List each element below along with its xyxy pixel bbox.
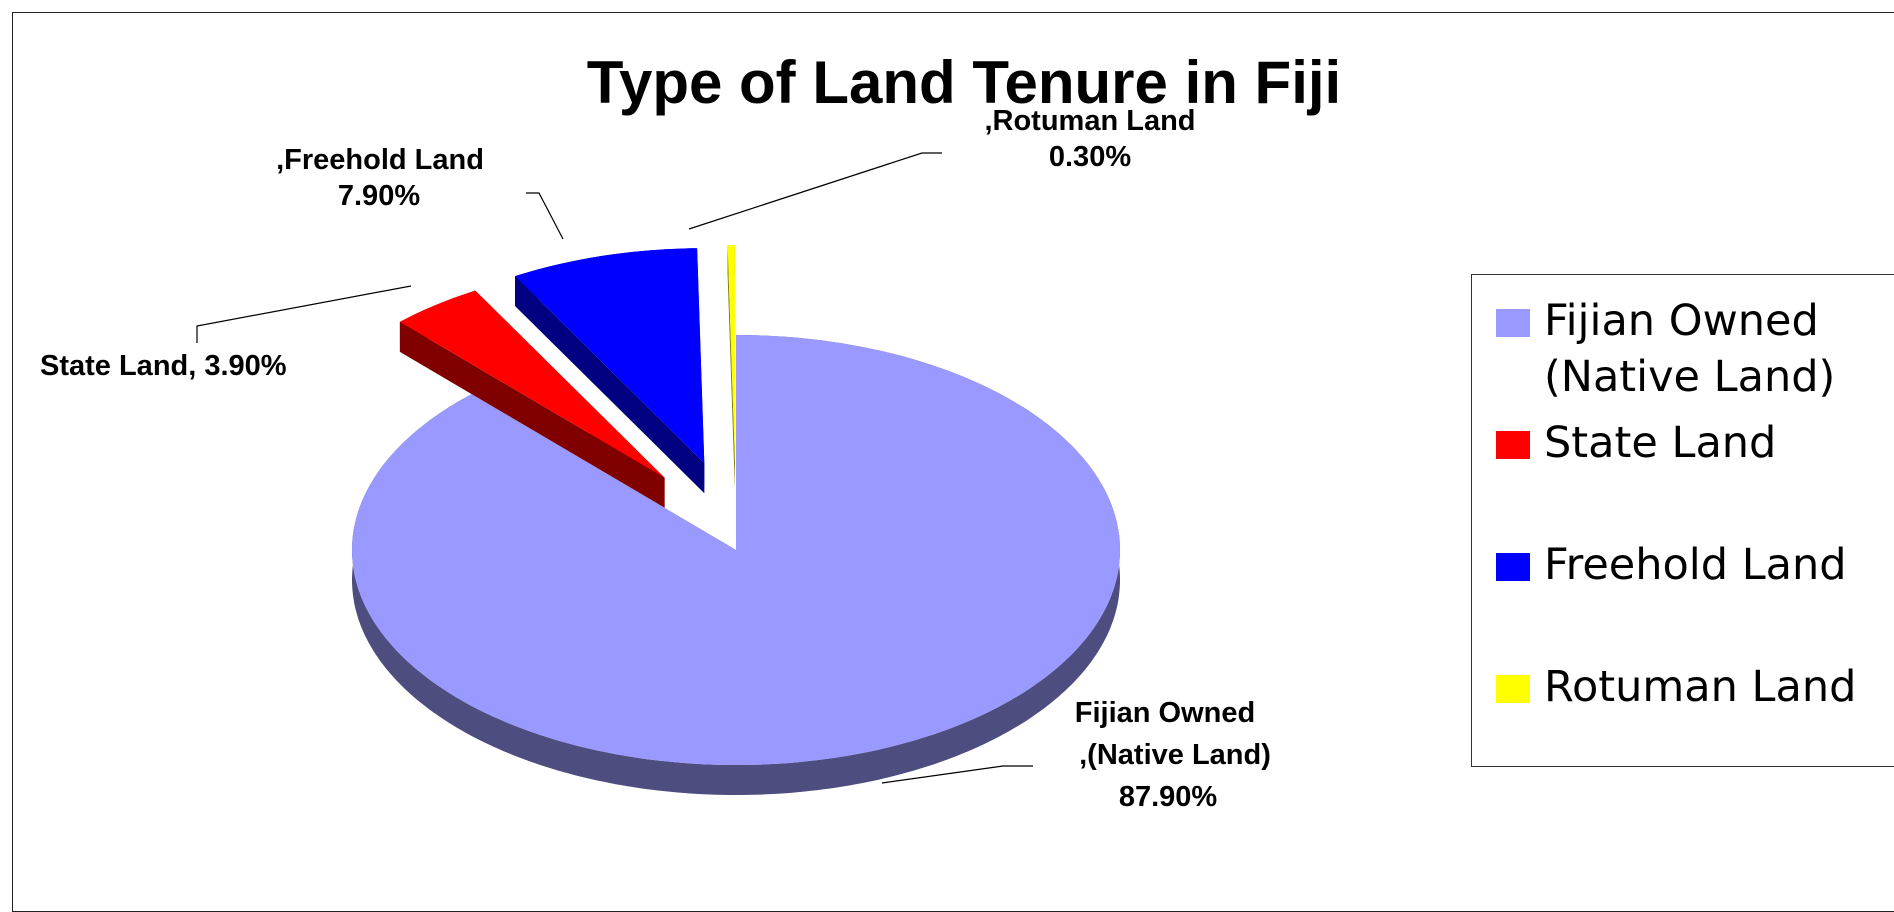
data-label-name: ,Freehold Land xyxy=(276,144,484,176)
slice-side xyxy=(727,245,735,490)
slice xyxy=(515,248,705,464)
legend-swatch xyxy=(1496,431,1530,459)
legend-swatch xyxy=(1496,675,1530,703)
plot: Type of Land Tenure in Fiji Fijian Owned… xyxy=(40,49,1341,813)
data-label-value: 3.90% xyxy=(204,350,286,382)
legend-item: Fijian Owned (Native Land) xyxy=(1494,293,1884,405)
data-label-value: 87.90% xyxy=(1119,781,1218,813)
chart: Type of Land Tenure in Fiji Fijian Owned… xyxy=(12,12,1894,912)
legend-swatch xyxy=(1496,309,1530,337)
legend-label: Rotuman Land xyxy=(1544,662,1857,712)
legend-label: Freehold Land xyxy=(1544,540,1847,590)
leader-lines xyxy=(196,152,1033,784)
slice xyxy=(399,290,665,478)
data-label: Fijian Owned ,(Native Land) 87.90% xyxy=(1075,697,1271,813)
data-label: ,Freehold Land 7.90% xyxy=(276,144,484,212)
legend-item: Freehold Land xyxy=(1494,537,1884,593)
leader-line xyxy=(196,285,412,343)
legend-label: Fijian Owned (Native Land) xyxy=(1544,296,1836,402)
data-label-value: 0.30% xyxy=(1049,141,1131,173)
leader-line xyxy=(881,765,1033,784)
legend: Fijian Owned (Native Land) State Land Free… xyxy=(1471,274,1894,767)
chart-title: Type of Land Tenure in Fiji xyxy=(587,49,1341,116)
data-label-value: 7.90% xyxy=(338,180,420,212)
data-label: ,Rotuman Land 0.30% xyxy=(984,105,1195,173)
slice-side xyxy=(515,276,705,494)
data-label-name: State Land, xyxy=(40,350,196,382)
slice-side xyxy=(399,321,665,508)
legend-item: State Land xyxy=(1494,415,1884,471)
data-label-name: Fijian Owned xyxy=(1075,697,1255,729)
legend-swatch xyxy=(1496,553,1530,581)
slice xyxy=(352,335,1120,765)
leader-line xyxy=(526,192,564,240)
legend-label: State Land xyxy=(1544,418,1777,468)
leader-line xyxy=(688,152,942,230)
data-label-name: ,Rotuman Land xyxy=(984,105,1195,137)
data-label: State Land, 3.90% xyxy=(40,350,287,382)
data-label-name-cont: ,(Native Land) xyxy=(1079,739,1271,771)
slice xyxy=(727,245,735,460)
legend-item: Rotuman Land xyxy=(1494,659,1884,715)
